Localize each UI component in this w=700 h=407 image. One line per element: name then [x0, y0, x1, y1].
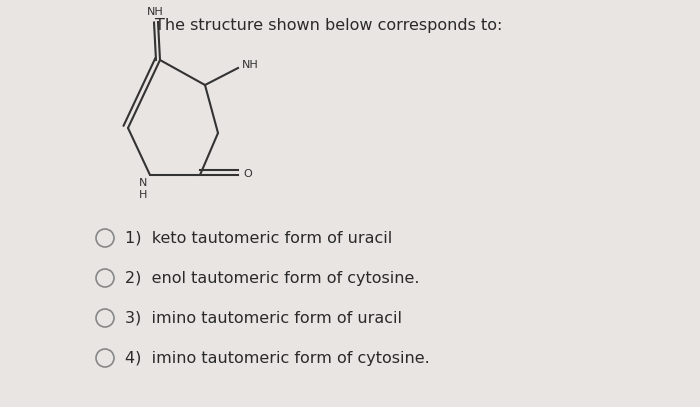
- Text: 2)  enol tautomeric form of cytosine.: 2) enol tautomeric form of cytosine.: [125, 271, 419, 285]
- Text: O: O: [243, 169, 252, 179]
- Text: H: H: [139, 190, 147, 200]
- Text: NH: NH: [146, 7, 163, 17]
- Text: N: N: [139, 178, 147, 188]
- Text: 3)  imino tautomeric form of uracil: 3) imino tautomeric form of uracil: [125, 311, 402, 326]
- Text: 1)  keto tautomeric form of uracil: 1) keto tautomeric form of uracil: [125, 230, 392, 245]
- Text: NH: NH: [242, 60, 259, 70]
- Text: The structure shown below corresponds to:: The structure shown below corresponds to…: [155, 18, 503, 33]
- Text: 4)  imino tautomeric form of cytosine.: 4) imino tautomeric form of cytosine.: [125, 350, 430, 365]
